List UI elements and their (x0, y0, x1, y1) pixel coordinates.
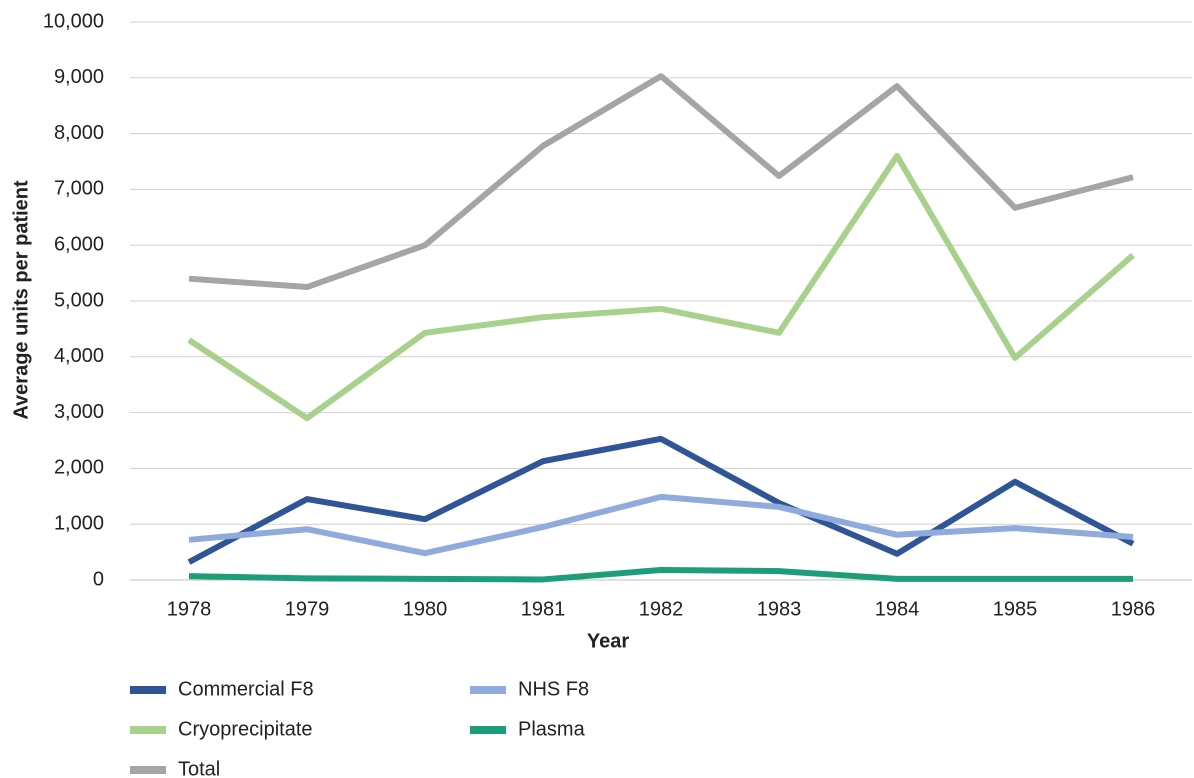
y-tick-label: 3,000 (54, 401, 104, 423)
legend-swatch (130, 686, 166, 694)
x-tick-label: 1980 (403, 598, 448, 620)
legend-label: Plasma (518, 718, 586, 740)
x-tick-label: 1979 (285, 598, 330, 620)
x-tick-label: 1981 (521, 598, 566, 620)
legend-swatch (130, 726, 166, 734)
y-axis-title: Average units per patient (10, 180, 32, 420)
x-tick-label: 1978 (167, 598, 212, 620)
legend-swatch (130, 766, 166, 774)
y-tick-label: 10,000 (43, 10, 104, 32)
line (187, 152, 1135, 422)
line (188, 73, 1134, 291)
legend-label: NHS F8 (518, 678, 589, 700)
y-tick-label: 9,000 (54, 66, 104, 88)
y-tick-label: 2,000 (54, 457, 104, 479)
y-tick-label: 6,000 (54, 233, 104, 255)
x-tick-label: 1986 (1111, 598, 1156, 620)
legend-label: Total (178, 758, 220, 778)
y-tick-label: 5,000 (54, 289, 104, 311)
y-tick-label: 1,000 (54, 512, 104, 534)
x-tick-label: 1984 (875, 598, 920, 620)
line (188, 566, 1133, 583)
y-tick-label: 7,000 (54, 178, 104, 200)
legend-label: Commercial F8 (178, 678, 314, 700)
line (187, 435, 1135, 565)
y-tick-label: 8,000 (54, 122, 104, 144)
legend-swatch (470, 726, 506, 734)
legend-label: Cryoprecipitate (178, 718, 313, 740)
x-tick-label: 1982 (639, 598, 684, 620)
x-axis-title: Year (587, 630, 629, 652)
legend-swatch (470, 686, 506, 694)
x-tick-label: 1983 (757, 598, 802, 620)
line (188, 493, 1134, 557)
x-tick-label: 1985 (993, 598, 1038, 620)
y-tick-label: 0 (93, 568, 104, 590)
y-tick-label: 4,000 (54, 345, 104, 367)
